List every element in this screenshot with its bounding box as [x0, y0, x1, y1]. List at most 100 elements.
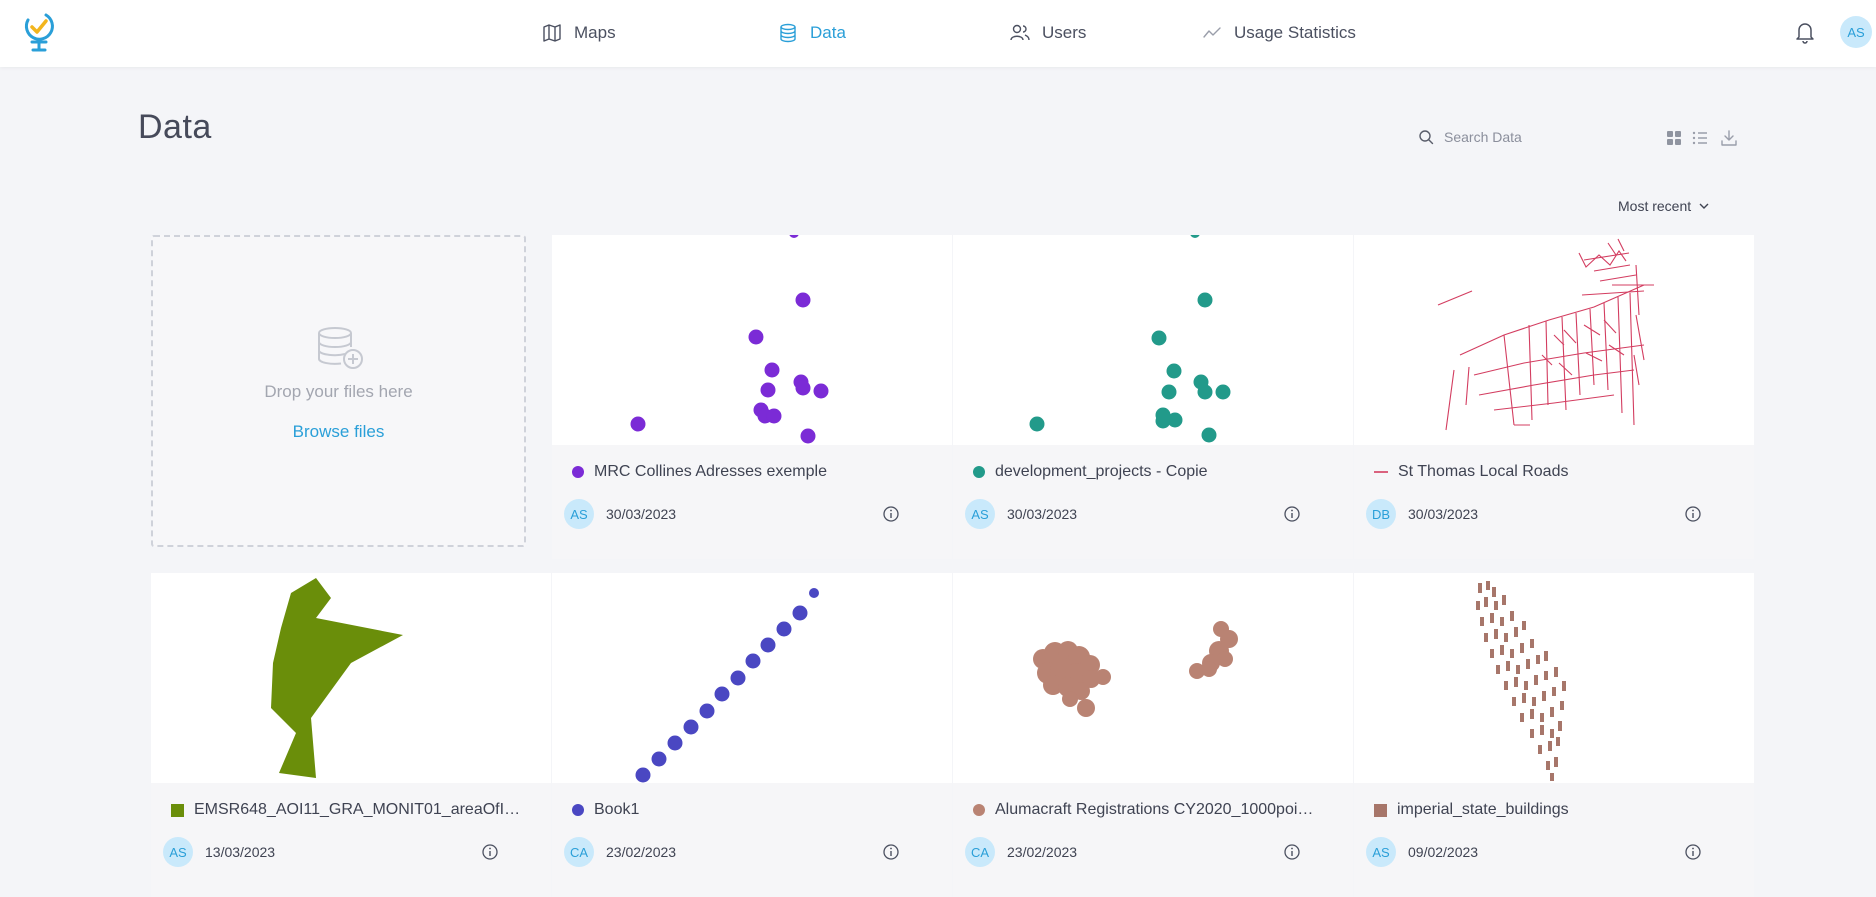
dataset-date: 23/02/2023	[606, 844, 677, 860]
point-marker-icon	[973, 804, 985, 816]
dataset-name: St Thomas Local Roads	[1398, 463, 1569, 480]
dataset-name: Book1	[594, 801, 640, 818]
info-icon[interactable]	[1684, 843, 1702, 861]
point-layer-preview	[1033, 621, 1238, 717]
dataset-title-row: EMSR648_AOI11_GRA_MONIT01_areaOfInt…	[171, 801, 521, 819]
dataset-meta: AS 30/03/2023	[564, 499, 676, 529]
dataset-title-row: Book1	[572, 801, 922, 819]
dataset-card[interactable]: St Thomas Local Roads DB 30/03/2023	[1354, 235, 1754, 559]
dataset-preview-map	[1354, 235, 1754, 445]
download-icon[interactable]	[1719, 128, 1739, 148]
line-marker-icon	[1374, 471, 1388, 473]
line-layer-preview	[1437, 238, 1654, 431]
dataset-card[interactable]: MRC Collines Adresses exemple AS 30/03/2…	[552, 235, 952, 559]
dataset-meta: CA 23/02/2023	[965, 837, 1077, 867]
search-box[interactable]	[1414, 122, 1650, 152]
dataset-preview-map	[151, 573, 551, 783]
polygon-marker-icon	[1374, 803, 1387, 817]
point-marker-icon	[572, 466, 584, 478]
dataset-title-row: MRC Collines Adresses exemple	[572, 463, 922, 481]
dataset-card[interactable]: Alumacraft Registrations CY2020_1000poi……	[953, 573, 1353, 897]
chart-line-icon	[1203, 27, 1221, 38]
nav-item-label: Maps	[574, 23, 616, 42]
point-marker-icon	[572, 804, 584, 816]
point-layer-preview	[630, 235, 829, 444]
info-icon[interactable]	[481, 843, 499, 861]
dataset-card[interactable]: imperial_state_buildings AS 09/02/2023	[1354, 573, 1754, 897]
dataset-preview-map	[953, 235, 1353, 445]
point-layer-preview	[1029, 235, 1231, 443]
dataset-meta: AS 13/03/2023	[163, 837, 275, 867]
nav-item-users[interactable]: Users	[1010, 18, 1086, 48]
owner-avatar: CA	[965, 837, 995, 867]
browse-files-link[interactable]: Browse files	[292, 422, 385, 441]
dataset-preview-map	[552, 573, 952, 783]
dataset-name: MRC Collines Adresses exemple	[594, 463, 827, 480]
point-marker-icon	[973, 466, 985, 478]
dataset-name: development_projects - Copie	[995, 463, 1208, 480]
top-navigation-bar: Maps Data Users Usage Statistics AS	[0, 0, 1876, 67]
search-icon	[1419, 130, 1434, 145]
owner-avatar: AS	[965, 499, 995, 529]
sort-dropdown[interactable]: Most recent	[1618, 198, 1709, 214]
dataset-meta: DB 30/03/2023	[1366, 499, 1478, 529]
owner-avatar: AS	[1366, 837, 1396, 867]
dataset-date: 30/03/2023	[1007, 506, 1078, 522]
dataset-title-row: development_projects - Copie	[973, 463, 1323, 481]
nav-item-usage-statistics[interactable]: Usage Statistics	[1202, 18, 1356, 48]
users-icon	[1010, 24, 1030, 41]
dataset-card[interactable]: EMSR648_AOI11_GRA_MONIT01_areaOfInt… AS …	[151, 573, 551, 897]
dataset-meta: AS 30/03/2023	[965, 499, 1077, 529]
sort-label: Most recent	[1618, 198, 1692, 214]
point-layer-preview	[635, 588, 819, 783]
map-icon	[543, 24, 561, 42]
building-layer-preview	[1476, 581, 1566, 781]
info-icon[interactable]	[882, 505, 900, 523]
dataset-card[interactable]: development_projects - Copie AS 30/03/20…	[953, 235, 1353, 559]
info-icon[interactable]	[1684, 505, 1702, 523]
dataset-preview-map	[953, 573, 1353, 783]
nav-item-label: Users	[1042, 23, 1087, 42]
owner-avatar: AS	[564, 499, 594, 529]
database-add-icon	[318, 327, 363, 369]
database-icon	[780, 23, 796, 43]
dataset-date: 30/03/2023	[1408, 506, 1479, 522]
owner-avatar: AS	[163, 837, 193, 867]
nav-item-label: Usage Statistics	[1234, 23, 1356, 42]
search-input[interactable]	[1444, 129, 1644, 145]
info-icon[interactable]	[1283, 843, 1301, 861]
dataset-date: 13/03/2023	[205, 844, 276, 860]
nav-item-label: Data	[810, 23, 846, 42]
nav-item-data[interactable]: Data	[778, 18, 846, 48]
notification-bell-icon[interactable]	[1794, 20, 1816, 44]
file-dropzone[interactable]: Drop your files here Browse files	[151, 235, 526, 547]
info-icon[interactable]	[1283, 505, 1301, 523]
dataset-card[interactable]: Book1 CA 23/02/2023	[552, 573, 952, 897]
dropzone-text: Drop your files here	[264, 382, 413, 401]
chevron-down-icon	[1699, 203, 1709, 209]
polygon-marker-icon	[171, 803, 184, 817]
dataset-title-row: imperial_state_buildings	[1374, 801, 1724, 819]
nav-item-maps[interactable]: Maps	[542, 18, 616, 48]
dataset-preview-map	[1354, 573, 1754, 783]
dataset-title-row: St Thomas Local Roads	[1374, 463, 1724, 481]
page-title: Data	[138, 108, 212, 146]
grid-view-icon[interactable]	[1664, 128, 1684, 148]
dataset-name: imperial_state_buildings	[1397, 801, 1569, 818]
dataset-name: EMSR648_AOI11_GRA_MONIT01_areaOfInt…	[194, 801, 521, 818]
owner-avatar: DB	[1366, 499, 1396, 529]
info-icon[interactable]	[882, 843, 900, 861]
dataset-date: 23/02/2023	[1007, 844, 1078, 860]
dataset-date: 30/03/2023	[606, 506, 677, 522]
dataset-preview-map	[552, 235, 952, 445]
app-logo-icon[interactable]	[22, 12, 56, 52]
dataset-name: Alumacraft Registrations CY2020_1000poi…	[995, 801, 1314, 818]
owner-avatar: CA	[564, 837, 594, 867]
dataset-date: 09/02/2023	[1408, 844, 1479, 860]
user-avatar[interactable]: AS	[1840, 16, 1872, 48]
dataset-meta: CA 23/02/2023	[564, 837, 676, 867]
dataset-title-row: Alumacraft Registrations CY2020_1000poi…	[973, 801, 1323, 819]
polygon-layer-preview	[271, 578, 403, 778]
list-view-icon[interactable]	[1690, 128, 1710, 148]
dataset-meta: AS 09/02/2023	[1366, 837, 1478, 867]
